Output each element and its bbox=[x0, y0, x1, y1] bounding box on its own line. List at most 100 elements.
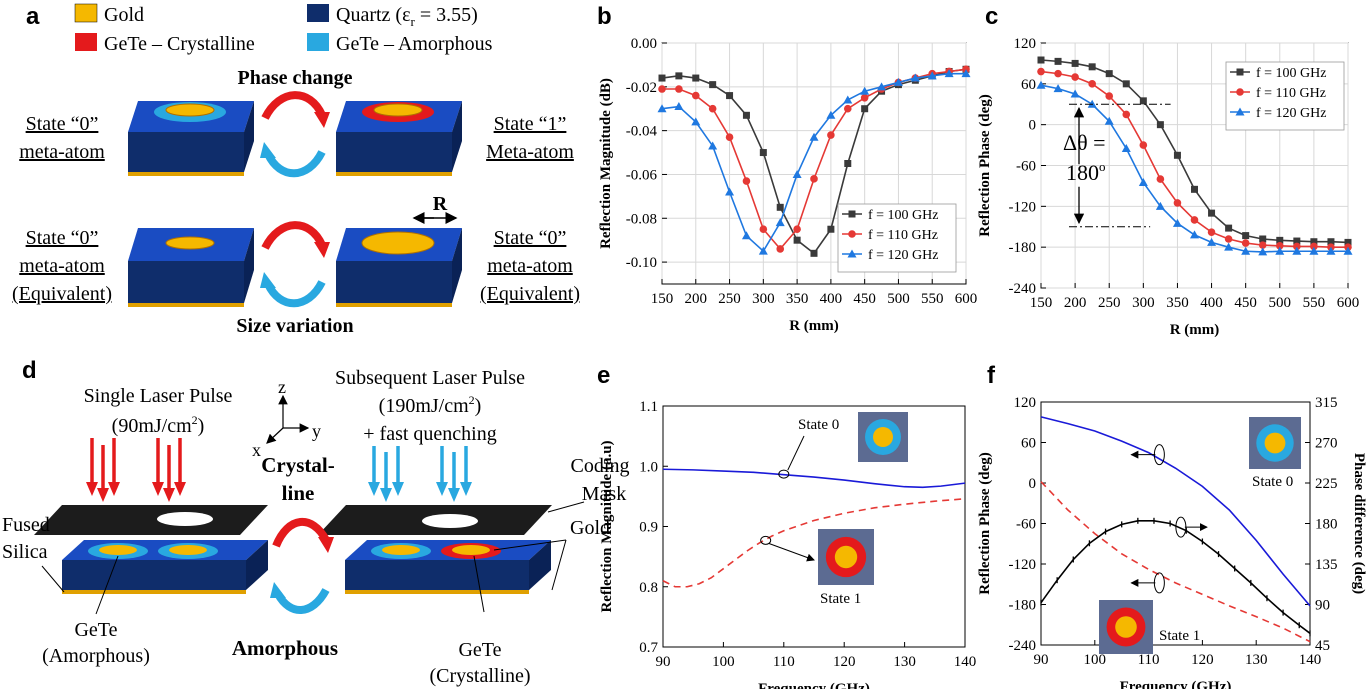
data-point bbox=[927, 71, 937, 80]
series-marker-ellipse bbox=[760, 535, 772, 545]
data-point bbox=[708, 104, 717, 113]
block-top-right bbox=[336, 101, 462, 176]
data-point bbox=[741, 231, 751, 240]
data-point bbox=[1326, 246, 1336, 255]
data-point bbox=[758, 246, 768, 255]
laser-arrows-blue bbox=[368, 446, 472, 502]
coding-mask-line1: Coding bbox=[571, 455, 630, 477]
data-point bbox=[1276, 236, 1284, 244]
bot-right-state-line2: meta-atom bbox=[487, 255, 573, 277]
x-tick-label: 140 bbox=[954, 654, 977, 670]
substrate-right bbox=[345, 540, 551, 594]
data-point bbox=[775, 218, 785, 227]
data-point bbox=[1242, 232, 1250, 240]
data-point bbox=[742, 177, 751, 185]
chart-f: f 90 100 110 120 130 140 -240 -180 -120 -60 0 60 120 F… bbox=[977, 362, 1367, 689]
data-point bbox=[1105, 92, 1114, 100]
subsequent-pulse-line1: Subsequent Laser Pulse bbox=[335, 367, 525, 389]
y-tick-label: 0.00 bbox=[631, 36, 657, 52]
data-point bbox=[843, 104, 852, 113]
x-tick-label: 250 bbox=[718, 291, 741, 307]
inset-state1-label: State 1 bbox=[1159, 628, 1200, 644]
data-point bbox=[1054, 69, 1062, 78]
data-point bbox=[1172, 218, 1182, 227]
y-tick-label: 0 bbox=[1029, 118, 1037, 134]
y-tick-label: 1.1 bbox=[639, 399, 658, 415]
data-point bbox=[1207, 237, 1217, 246]
inset-pointer bbox=[787, 435, 805, 471]
annotation-degree: o bbox=[1099, 159, 1106, 174]
data-point bbox=[1036, 80, 1046, 89]
top-right-state-line2: Meta-atom bbox=[486, 141, 574, 163]
data-point bbox=[1104, 116, 1114, 125]
data-point bbox=[1293, 237, 1301, 245]
x-tick-label: 300 bbox=[1132, 295, 1155, 311]
data-point bbox=[1156, 121, 1164, 129]
data-point bbox=[1225, 224, 1233, 232]
data-point bbox=[1037, 56, 1045, 64]
gete-crystalline-line1: GeTe bbox=[458, 639, 501, 661]
fused-silica-line2: Silica bbox=[2, 541, 48, 563]
x-tick-label: 90 bbox=[1034, 652, 1049, 668]
size-variation-title: Size variation bbox=[236, 315, 353, 337]
y-tick-label: -0.02 bbox=[626, 80, 657, 96]
cycle-arrows-top bbox=[260, 91, 330, 178]
x-tick-label: 130 bbox=[893, 654, 916, 670]
x-tick-label: 110 bbox=[773, 654, 795, 670]
y-tick-label: -0.06 bbox=[626, 167, 658, 183]
block-bottom-right: R bbox=[336, 193, 462, 307]
axis-z-label: z bbox=[278, 377, 286, 397]
legend-label: f = 110 GHz bbox=[1256, 86, 1326, 101]
bot-right-state-line3: (Equivalent) bbox=[480, 283, 580, 305]
data-point bbox=[1327, 238, 1335, 246]
legend-gete-amor-label: GeTe – Amorphous bbox=[336, 33, 493, 55]
data-point bbox=[675, 72, 683, 80]
amorphous-label: Amorphous bbox=[232, 636, 338, 660]
x-tick-label: 350 bbox=[786, 291, 809, 307]
gete-crystalline-line2: (Crystalline) bbox=[429, 665, 530, 687]
mask-hole-right bbox=[422, 514, 478, 528]
panel-a-label: a bbox=[26, 3, 40, 30]
x-tick-label: 400 bbox=[1200, 295, 1223, 311]
x-axis-label: R (mm) bbox=[789, 318, 839, 334]
crystalline-line2: line bbox=[282, 481, 315, 505]
y-tick-label: -0.10 bbox=[626, 255, 657, 271]
data-point bbox=[827, 225, 835, 233]
data-point bbox=[1275, 246, 1285, 255]
legend-label: f = 120 GHz bbox=[1256, 106, 1327, 121]
x-tick-label: 110 bbox=[1138, 652, 1160, 668]
top-left-state-line2: meta-atom bbox=[19, 141, 105, 163]
data-point bbox=[658, 74, 666, 82]
subsequent-pulse-line2: (190mJ/cm2) bbox=[379, 393, 482, 417]
panel-d-label: d bbox=[22, 357, 37, 384]
data-point bbox=[860, 86, 870, 95]
y-tick-label: 120 bbox=[1014, 36, 1037, 52]
data-point bbox=[793, 225, 801, 234]
data-point bbox=[1208, 209, 1216, 217]
data-point bbox=[1343, 246, 1353, 255]
y-axis-label: Reflection Phase (deg) bbox=[977, 94, 993, 236]
gete-amorphous-line2: (Amorphous) bbox=[42, 645, 150, 667]
data-point bbox=[674, 102, 684, 111]
data-point bbox=[1310, 242, 1318, 251]
data-point bbox=[1190, 216, 1199, 224]
legend-gete-cryst-label: GeTe – Crystalline bbox=[104, 33, 255, 55]
data-point bbox=[1156, 175, 1165, 183]
axis-indicator-ellipse bbox=[1153, 572, 1165, 594]
data-point bbox=[1139, 97, 1147, 105]
data-point bbox=[1070, 89, 1080, 98]
x-tick-label: 100 bbox=[712, 654, 735, 670]
y-axis-label: Reflection Phase (deg) bbox=[977, 452, 993, 594]
x-tick-label: 200 bbox=[685, 291, 708, 307]
data-point bbox=[793, 236, 801, 244]
x-tick-label: 90 bbox=[656, 654, 671, 670]
x-tick-label: 140 bbox=[1299, 652, 1322, 668]
x-tick-label: 200 bbox=[1064, 295, 1087, 311]
data-point bbox=[827, 131, 835, 139]
data-point bbox=[1259, 235, 1267, 243]
annotation-delta-line2: 180o bbox=[1066, 159, 1106, 185]
legend-gete-cryst-swatch bbox=[75, 33, 97, 51]
panel-label-c: c bbox=[985, 3, 998, 30]
data-point bbox=[1105, 70, 1113, 78]
